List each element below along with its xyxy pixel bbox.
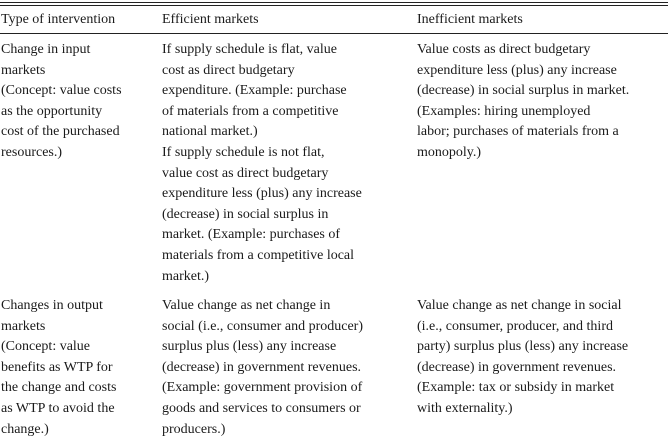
row2-type-of-intervention: Changes in output markets (Concept: valu… <box>1 298 117 437</box>
row1-inefficient-markets: Value costs as direct budgetary expendit… <box>417 42 630 160</box>
row2-efficient-markets: Value change as net change in social (i.… <box>162 298 363 437</box>
row1-efficient-markets: If supply schedule is flat, value cost a… <box>162 42 362 284</box>
row2-inefficient-markets: Value change as net change in social (i.… <box>417 298 629 416</box>
header-rule <box>0 33 668 34</box>
top-rule <box>0 2 668 3</box>
header-efficient-markets: Efficient markets <box>162 12 259 27</box>
top-rule-double <box>0 5 668 6</box>
header-type-of-intervention: Type of intervention <box>1 12 116 27</box>
header-inefficient-markets: Inefficient markets <box>417 12 523 27</box>
row1-type-of-intervention: Change in input markets (Concept: value … <box>1 42 122 160</box>
